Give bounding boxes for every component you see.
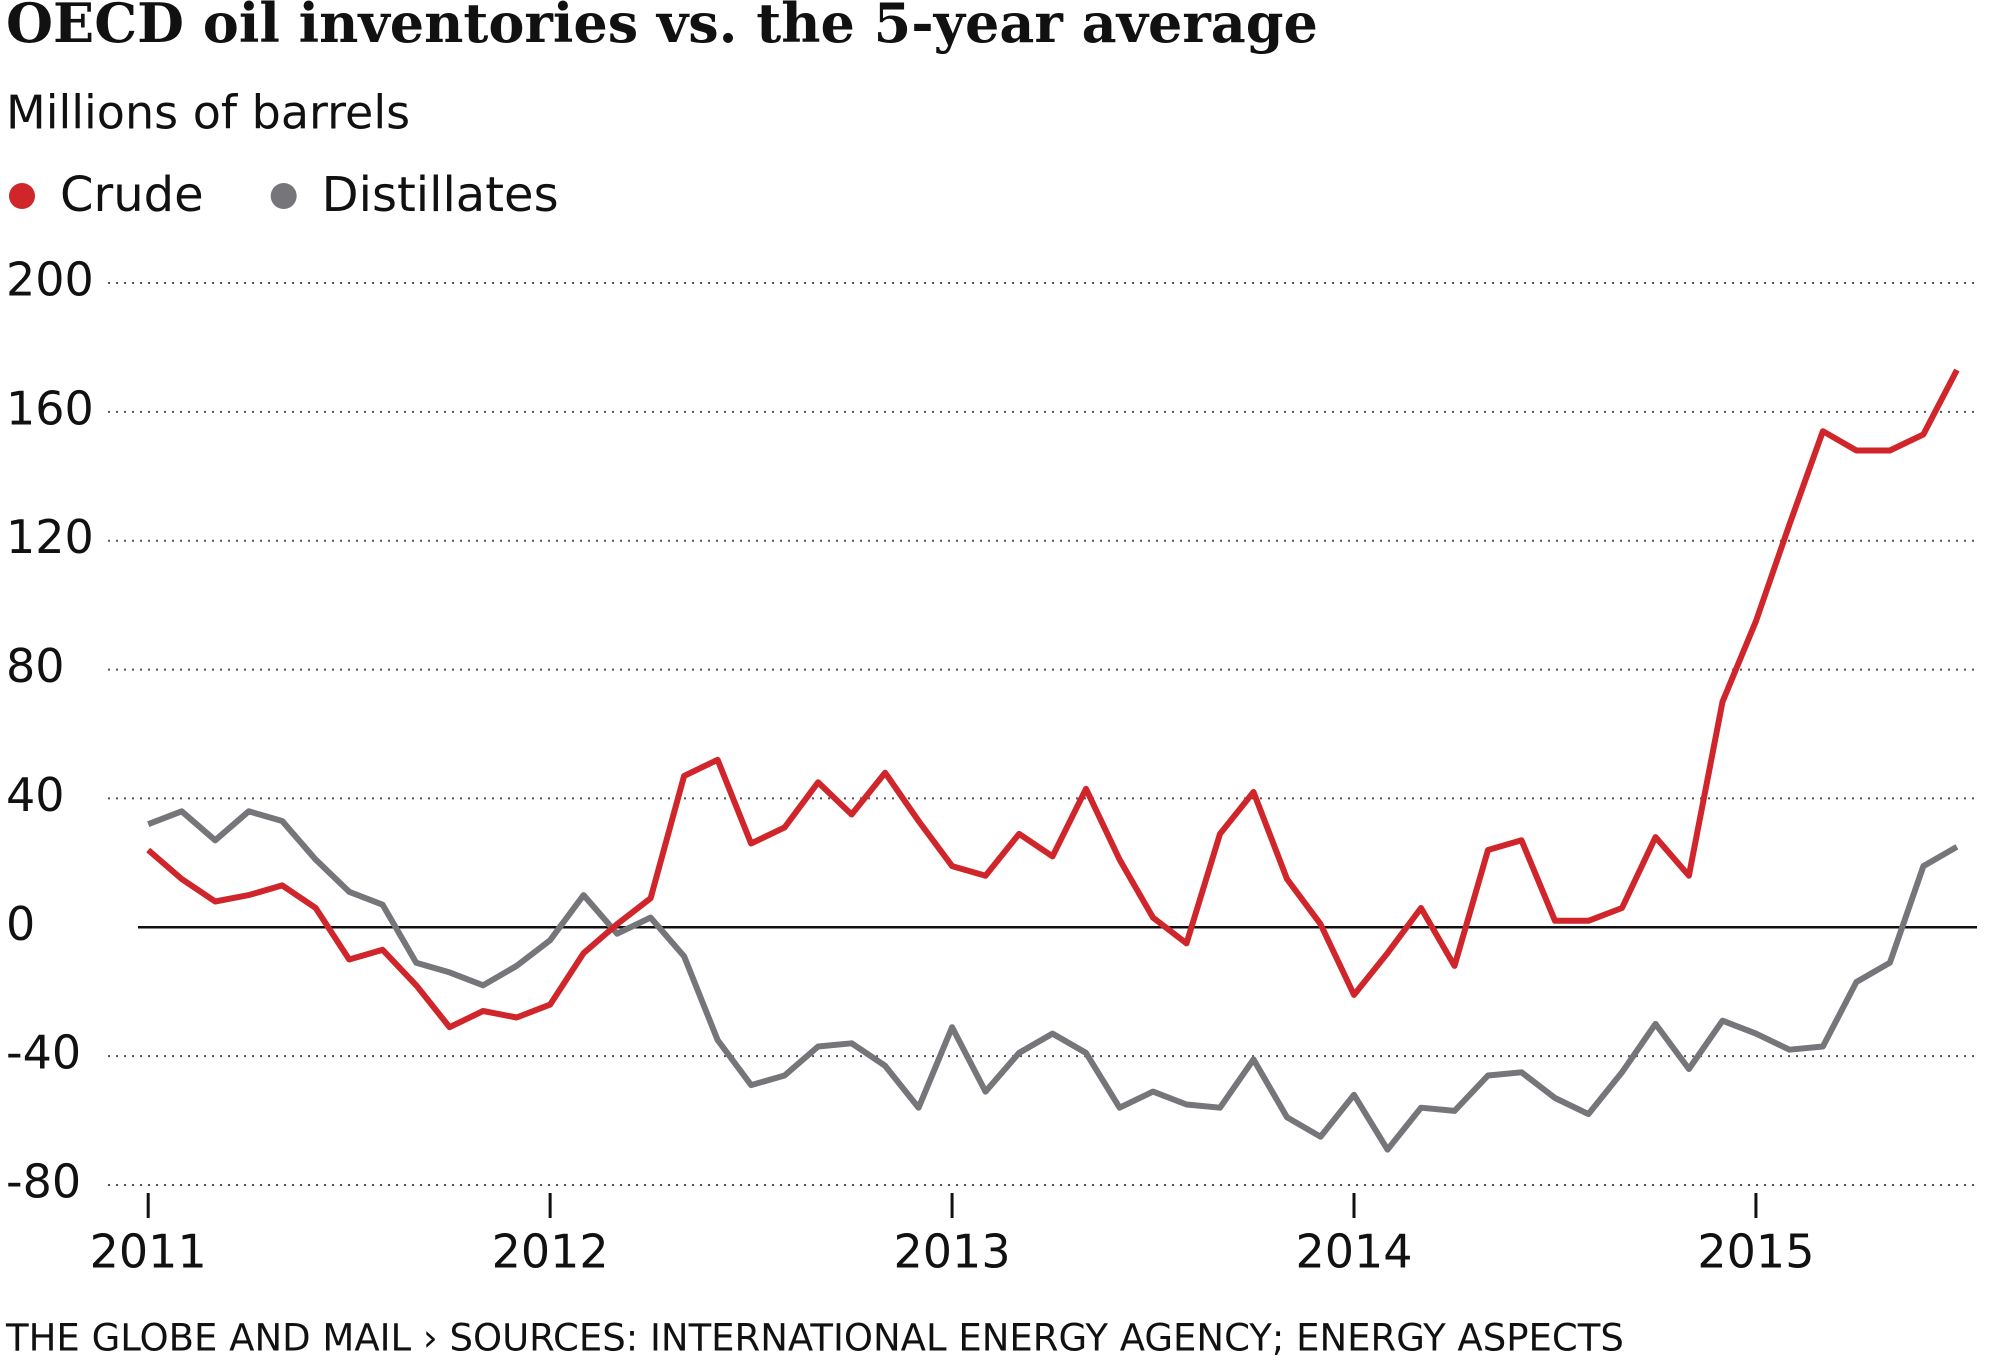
x-tick-label: 2015 (1697, 1225, 1814, 1279)
x-tick-label: 2011 (90, 1225, 207, 1279)
y-tick-label: 40 (6, 768, 65, 822)
y-tick-label: 80 (6, 639, 65, 693)
y-tick-label: -40 (6, 1026, 81, 1080)
legend-marker (9, 183, 35, 209)
y-tick-label: 120 (6, 510, 94, 564)
chart-subtitle: Millions of barrels (6, 86, 410, 140)
y-tick-label: 200 (6, 253, 94, 307)
chart-title: OECD oil inventories vs. the 5-year aver… (6, 0, 1318, 55)
x-tick-label: 2012 (492, 1225, 609, 1279)
legend-label: Crude (60, 167, 204, 223)
x-tick-label: 2014 (1295, 1225, 1412, 1279)
source-note: THE GLOBE AND MAIL › SOURCES: INTERNATIO… (5, 1317, 1624, 1360)
y-tick-label: -80 (6, 1155, 81, 1209)
x-tick-label: 2013 (894, 1225, 1011, 1279)
legend-label: Distillates (322, 167, 559, 223)
legend-marker (270, 183, 297, 209)
series-line (146, 368, 1960, 1031)
y-tick-label: 160 (6, 381, 94, 435)
y-tick-label: 0 (6, 897, 35, 951)
series-line (147, 808, 1959, 1153)
